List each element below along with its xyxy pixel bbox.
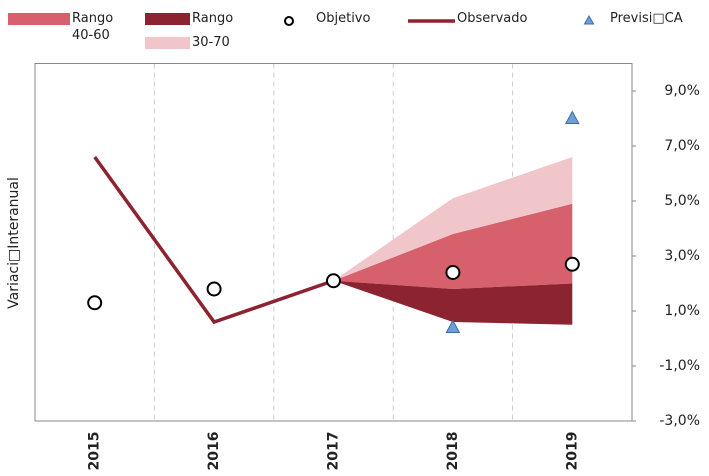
forecast-point (445, 319, 461, 333)
y-axis-label: Variaci□Interanual (6, 177, 22, 309)
target-point (564, 256, 580, 272)
observed-line (93, 155, 335, 325)
legend-label: 30-70 (192, 35, 230, 50)
forecast-point (564, 110, 580, 124)
legend-swatch (145, 37, 190, 49)
x-tick-label: 2019 (564, 432, 580, 471)
target-point (445, 265, 461, 280)
y-tick-label: 3,0% (664, 248, 700, 264)
legend-swatch (583, 14, 595, 25)
y-tick-label: -1,0% (659, 358, 700, 374)
legend-item: Previsi□CA (610, 11, 683, 26)
legend-label: Previsi□CA (610, 11, 683, 26)
x-tick-label: 2015 (87, 432, 103, 471)
x-tick-label: 2017 (326, 432, 342, 471)
legend-item: Objetivo (316, 11, 371, 26)
legend-label: Observado (457, 11, 528, 26)
target-point (206, 281, 222, 297)
fan-band (333, 280, 573, 325)
target-point (326, 273, 341, 289)
y-tick-label: 7,0% (664, 138, 700, 154)
fan-band (333, 203, 573, 289)
x-tick-label: 2018 (445, 432, 461, 471)
y-tick-label: -3,0% (659, 413, 700, 429)
fan-band (333, 157, 573, 281)
legend-label: Rango 40-60 (72, 11, 114, 43)
legend-label: Rango (192, 11, 234, 26)
y-tick-label: 9,0% (664, 83, 700, 99)
legend-swatch (284, 16, 294, 26)
legend-swatch (145, 13, 190, 25)
plot-border (34, 63, 633, 422)
legend-item: Rango 40-60 (72, 11, 114, 43)
legend-item: Observado (457, 11, 528, 26)
x-tick-label: 2016 (206, 432, 222, 471)
y-tick-label: 1,0% (664, 303, 700, 319)
legend-swatch (8, 13, 70, 25)
legend-item: Rango (192, 11, 234, 26)
y-tick-label: 5,0% (664, 193, 700, 209)
legend-label: Objetivo (316, 11, 371, 26)
target-point (87, 295, 103, 311)
legend-item: 30-70 (192, 35, 230, 50)
